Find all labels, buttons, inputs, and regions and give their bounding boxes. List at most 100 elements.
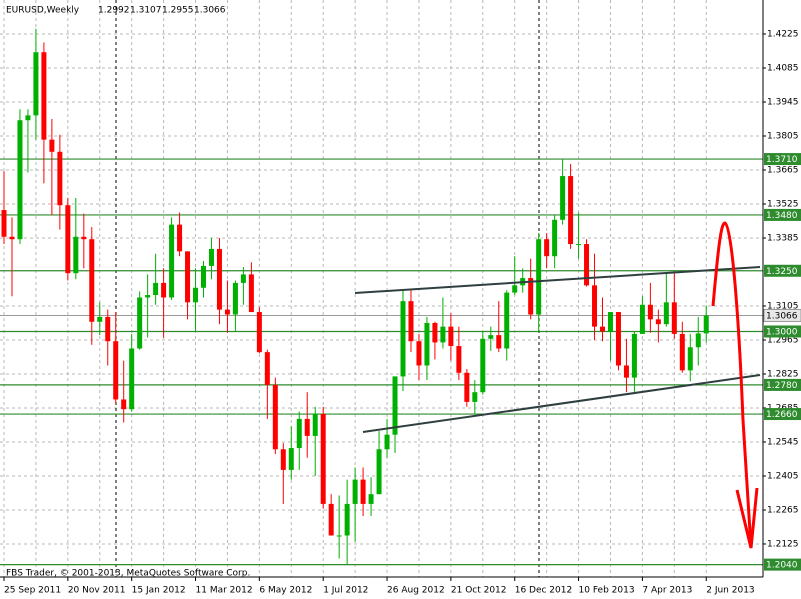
candle-body <box>352 479 358 504</box>
axis-labels: 1.4225 1.4085 1.3945 1.3805 1.3665 1.3525 1.33… <box>3 29 801 596</box>
candle-body <box>97 316 103 322</box>
candle-body <box>544 239 550 257</box>
level-label-box <box>764 558 801 571</box>
candle-body <box>65 205 71 274</box>
candle-body <box>216 248 222 310</box>
x-tick-label: 10 Feb 2013 <box>579 586 635 596</box>
candle-body <box>592 285 598 327</box>
candle-body <box>312 414 318 436</box>
candle-body <box>512 285 518 293</box>
y-tick-label: 1.4085 <box>767 63 799 73</box>
candle-body <box>145 295 151 298</box>
candle-body <box>137 297 143 349</box>
candle-body <box>440 326 446 343</box>
candle-body <box>623 365 629 378</box>
y-tick-label: 1.2545 <box>767 437 799 447</box>
candle-body <box>488 335 494 339</box>
candle-body <box>224 309 230 315</box>
x-tick-label: 25 Sep 2011 <box>4 586 61 596</box>
candle-body <box>121 399 127 410</box>
level-label: 1.3480 <box>766 211 798 221</box>
level-label-box <box>764 153 801 166</box>
candle-body <box>248 274 254 313</box>
candle-body <box>568 176 574 245</box>
header-open: 1.2992 <box>98 6 130 16</box>
candle-body <box>153 282 159 296</box>
candle-body <box>57 151 63 206</box>
y-tick-label: 1.3665 <box>767 165 799 175</box>
candle-body <box>201 265 206 288</box>
candle-body <box>615 312 621 366</box>
candle-body <box>480 338 486 393</box>
candle-body <box>687 347 693 371</box>
current-price-label: 1.3066 <box>766 311 798 321</box>
candle-body <box>33 52 39 116</box>
candle-body <box>360 479 366 504</box>
candle-body <box>320 414 326 504</box>
candle-body <box>647 304 653 320</box>
candle-body <box>240 274 246 283</box>
candle-body <box>376 449 382 495</box>
y-tick-label: 1.2405 <box>767 471 799 481</box>
candle-body <box>280 449 286 470</box>
current-price-box <box>763 308 801 322</box>
candle-body <box>464 372 470 402</box>
y-tick-label: 1.3945 <box>767 97 799 107</box>
candle-body <box>25 115 31 121</box>
candle-body <box>671 302 677 334</box>
candle-body <box>81 236 87 240</box>
forecast-curve <box>711 221 753 549</box>
candle-body <box>536 239 542 315</box>
header-high: 1.3107 <box>130 6 162 16</box>
candle-body <box>703 315 709 334</box>
candle-body <box>504 292 510 349</box>
x-tick-label: 20 Nov 2011 <box>68 586 126 596</box>
chart-title: EURUSD,Weekly <box>6 6 80 16</box>
trend-line <box>354 266 761 294</box>
candle-body <box>113 341 119 400</box>
y-tick-label: 1.2265 <box>767 505 799 515</box>
trend-line <box>362 374 761 433</box>
candle-body <box>264 352 270 385</box>
y-tick-label: 1.2125 <box>767 539 799 549</box>
candle-body <box>17 120 23 240</box>
candle-body <box>584 244 590 286</box>
candle-body <box>607 312 613 332</box>
candles <box>1 28 709 565</box>
candle-body <box>193 287 199 303</box>
candle-body <box>432 322 438 343</box>
level-label: 1.3250 <box>766 267 798 277</box>
candle-body <box>368 494 374 504</box>
x-tick-label: 16 Dec 2012 <box>515 586 573 596</box>
level-label: 1.2660 <box>766 410 798 420</box>
y-tick-label: 1.2825 <box>767 369 799 379</box>
footer: FBS Trader, © 2001-2013, MetaQuotes Soft… <box>6 569 250 579</box>
candle-body <box>424 322 430 366</box>
level-label-box <box>764 378 801 391</box>
header-low: 1.2955 <box>162 6 194 16</box>
candle-body <box>560 176 566 220</box>
candle-body <box>448 326 454 347</box>
candle-body <box>161 282 167 298</box>
candle-body <box>416 341 422 366</box>
candle-body <box>695 333 701 348</box>
candle-body <box>655 319 661 325</box>
candle-body <box>208 248 214 266</box>
candle-body <box>600 326 605 332</box>
x-tick-label: 1 Jul 2012 <box>323 586 368 596</box>
y-tick-label: 1.3385 <box>767 233 799 243</box>
candle-body <box>256 312 262 353</box>
x-tick-label: 7 Apr 2013 <box>642 586 692 596</box>
candle-body <box>105 316 111 342</box>
candle-body <box>576 244 582 246</box>
candle-body <box>400 301 406 377</box>
x-tick-label: 6 May 2012 <box>259 586 312 596</box>
candle-body <box>408 301 414 342</box>
candle-body <box>1 210 7 237</box>
y-tick-label: 1.4225 <box>767 29 799 39</box>
level-label: 1.3000 <box>766 327 798 337</box>
level-label-box <box>764 264 801 277</box>
